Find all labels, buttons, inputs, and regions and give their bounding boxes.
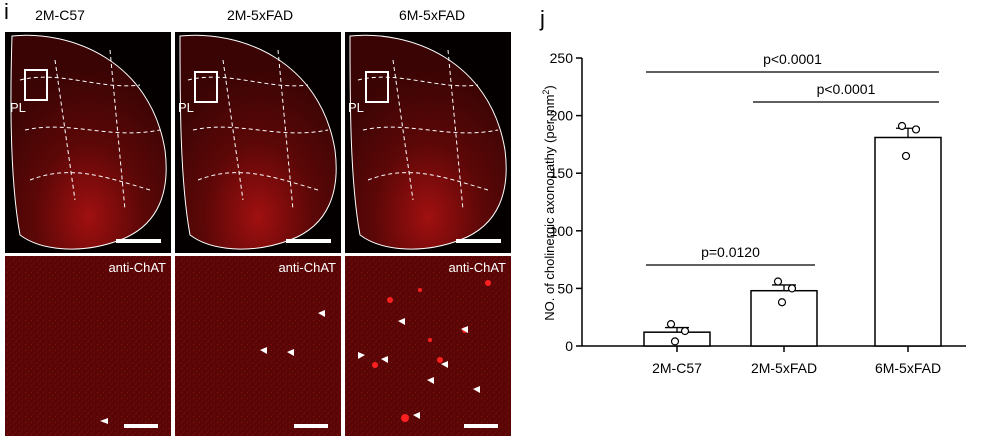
data-point [897, 121, 907, 131]
arrowhead [318, 310, 325, 317]
y-tick-label: 250 [550, 50, 574, 66]
data-point [680, 326, 690, 336]
bar-chart: j NO. of cholinergic axonopathy (per mm2… [539, 6, 966, 376]
data-point [670, 337, 680, 346]
arrowhead [398, 318, 405, 325]
arrowhead [381, 356, 388, 363]
stain-label-3: anti-ChAT [448, 260, 506, 275]
y-tick-label: 0 [565, 338, 573, 354]
group-title-1: 2M-C57 [35, 7, 85, 23]
y-axis-label: NO. of cholinergic axonopathy (per mm2) [541, 85, 557, 321]
arrowhead [413, 412, 420, 419]
arrowhead [100, 418, 108, 424]
x-tick-label: 2M-5xFAD [751, 360, 817, 376]
x-tick-label: 2M-C57 [652, 360, 702, 376]
brain-section-image-1: PL [5, 32, 171, 253]
p-value-label: p<0.0001 [817, 81, 876, 97]
chat-stain-image-3: anti-ChAT [345, 256, 511, 436]
data-point [773, 277, 783, 286]
y-tick-label: 150 [550, 165, 574, 181]
data-point [911, 125, 921, 134]
panel-letter-i: i [4, 0, 9, 24]
region-label-2: PL [178, 100, 194, 115]
data-point [777, 298, 787, 307]
x-tick-label: 6M-5xFAD [875, 360, 941, 376]
arrowhead [441, 361, 448, 368]
bar-3 [874, 136, 942, 347]
region-label-3: PL [348, 100, 364, 115]
group-title-3: 6M-5xFAD [399, 7, 465, 23]
y-tick-label: 100 [550, 223, 574, 239]
arrowhead [461, 326, 468, 333]
p-value-label: p<0.0001 [763, 51, 822, 67]
p-value-label: p=0.0120 [701, 244, 760, 260]
chat-stain-image-1: anti-ChAT [5, 256, 171, 436]
data-point [901, 151, 911, 161]
arrowhead [427, 377, 434, 384]
brain-section-image-3: PL [345, 32, 511, 253]
data-point [787, 284, 797, 293]
y-tick-label: 200 [550, 108, 574, 124]
arrowhead [287, 349, 294, 356]
stain-label-1: anti-ChAT [108, 260, 166, 275]
arrowhead [260, 347, 267, 354]
chat-stain-image-2: anti-ChAT [175, 256, 341, 436]
brain-section-image-2: PL [175, 32, 341, 253]
stain-label-2: anti-ChAT [278, 260, 336, 275]
region-label-1: PL [10, 100, 26, 115]
y-tick-label: 50 [557, 280, 573, 296]
arrowhead [358, 352, 365, 359]
arrowhead [473, 386, 480, 393]
group-title-2: 2M-5xFAD [227, 7, 293, 23]
data-point [666, 320, 676, 329]
panel-letter-j: j [539, 6, 545, 31]
microscopy-panel: i 2M-C57 2M-5xFAD 6M-5xFAD PL PL PL anti… [4, 0, 511, 436]
